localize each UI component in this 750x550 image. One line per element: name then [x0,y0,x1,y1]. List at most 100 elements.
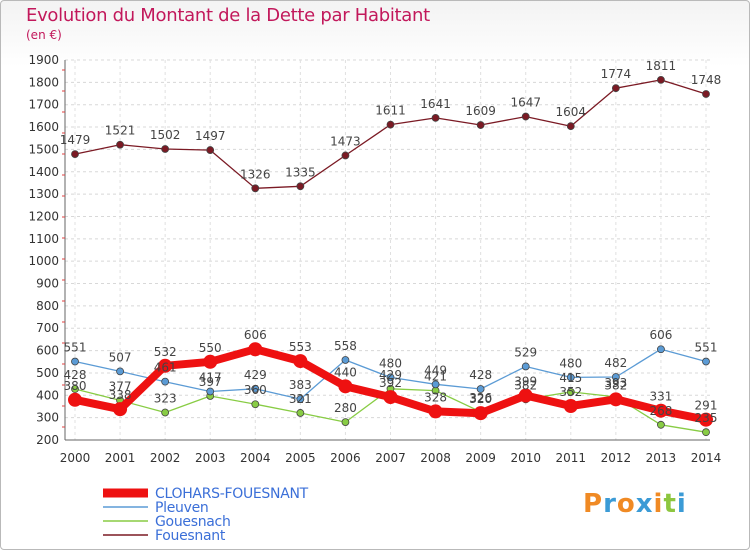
data-label: 428 [469,368,492,382]
x-tick-label: 2008 [420,451,451,465]
data-label: 480 [559,356,582,370]
data-point [518,388,533,403]
data-label: 1811 [646,59,677,73]
x-tick-label: 2012 [601,451,632,465]
y-tick-label: 1600 [28,120,59,134]
data-label: 1774 [601,67,632,81]
data-label: 1604 [556,105,587,119]
data-point [699,412,713,427]
data-point [116,367,124,376]
legend-label: CLOHARS-FOUESNANT [155,486,309,502]
data-point [521,112,530,121]
data-label: 480 [379,356,402,370]
data-point [248,342,263,357]
data-label: 380 [64,379,87,393]
data-label: 1641 [420,97,451,111]
data-label: 606 [244,328,267,342]
data-label: 421 [424,370,447,384]
data-label: 428 [64,368,87,382]
data-point [161,408,170,417]
y-tick-label: 700 [36,321,59,335]
data-point [203,354,218,369]
x-tick-label: 2003 [195,451,226,465]
x-tick-label: 2010 [510,451,541,465]
x-tick-label: 2009 [465,451,496,465]
data-point [158,358,173,373]
x-tick-label: 2004 [240,451,271,465]
data-point [476,385,485,393]
data-point [113,402,128,417]
data-label: 558 [334,339,357,353]
data-point [386,120,395,129]
legend-label: Gouesnach [155,514,231,530]
y-tick-label: 800 [36,299,59,313]
data-label: 529 [514,345,537,359]
data-point [702,90,710,98]
legend-label: Pleuven [155,500,209,516]
data-label: 352 [559,385,582,399]
logo-letter: x [635,489,654,519]
data-point [386,373,395,382]
data-label: 606 [649,328,672,342]
data-label: 399 [514,375,537,389]
data-label: 1611 [375,104,406,118]
data-label: 417 [199,370,222,384]
data-point [341,356,350,364]
y-tick-label: 1100 [28,232,59,246]
data-label: 268 [649,404,672,418]
data-label: 382 [514,378,537,392]
data-point [251,184,260,193]
data-label: 383 [289,378,312,392]
x-tick-label: 2007 [375,451,406,465]
y-tick-label: 500 [36,366,59,380]
data-label: 429 [379,368,402,382]
x-tick-label: 2005 [285,451,316,465]
data-label: 291 [695,399,718,413]
data-point [563,399,578,414]
y-tick-label: 600 [36,344,59,358]
data-point [473,406,488,421]
data-label: 320 [469,392,492,406]
chart-title: Evolution du Montant de la Dette par Hab… [26,5,430,26]
data-point [566,388,575,396]
data-label: 338 [109,388,132,402]
data-point [338,379,353,394]
data-label: 1335 [285,165,316,179]
data-point [521,362,530,371]
data-label: 551 [695,341,718,355]
logo-letter: t [663,489,677,519]
x-tick-label: 2013 [646,451,677,465]
y-tick-label: 200 [36,433,59,447]
data-label: 393 [604,376,627,390]
data-label: 397 [199,375,222,389]
data-point [702,357,710,366]
data-point [68,392,82,407]
data-point [657,420,665,429]
logo-letter: r [603,489,617,519]
data-label: 323 [154,392,177,406]
legend-label: Fouesnant [155,528,226,544]
data-label: 1326 [240,167,271,181]
x-tick-label: 2006 [330,451,361,465]
data-point [161,145,170,153]
data-point [657,75,665,84]
data-label: 326 [469,391,492,405]
data-point [206,146,215,154]
x-tick-label: 2002 [150,451,181,465]
data-point [251,384,260,393]
data-point [476,121,485,129]
y-tick-label: 1200 [28,209,59,223]
y-tick-label: 1000 [28,254,59,268]
data-label: 328 [424,390,447,404]
data-point [251,400,260,409]
data-label: 280 [334,401,357,415]
data-point [608,392,623,407]
data-point [702,428,710,437]
data-label: 1521 [105,124,136,138]
data-point [293,354,308,369]
data-label: 551 [64,341,87,355]
data-label: 1479 [60,133,91,147]
y-tick-label: 1300 [28,187,59,201]
data-label: 1497 [195,129,226,143]
data-point [428,404,443,419]
